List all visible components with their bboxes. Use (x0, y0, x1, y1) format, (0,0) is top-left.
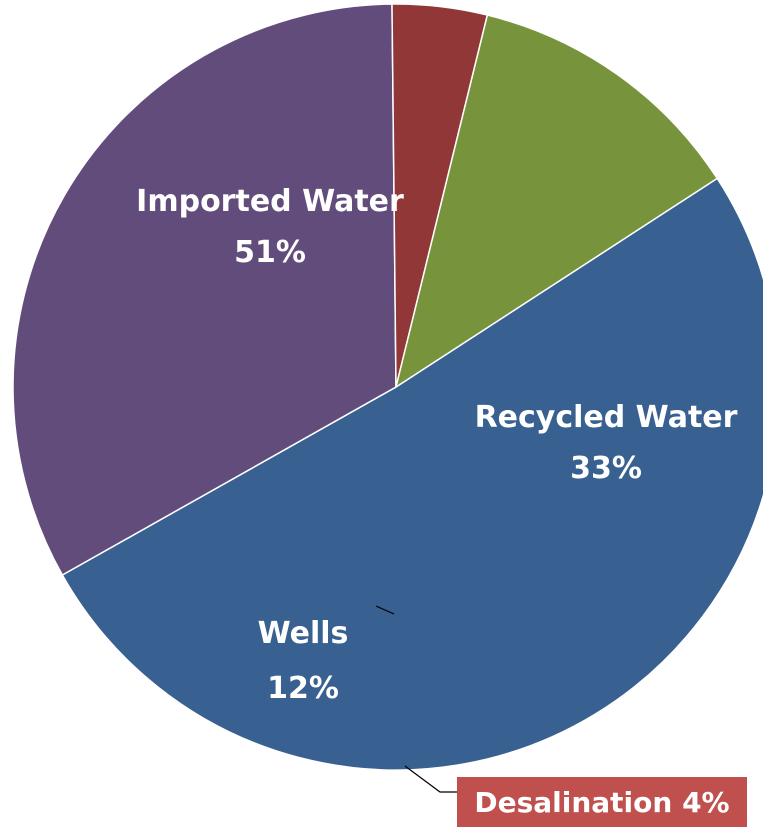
slice-wells (394, 14, 719, 389)
slice-imported-water (61, 177, 763, 771)
callout-box (457, 777, 747, 827)
label-recycled-water-name: Recycled Water (475, 400, 738, 435)
label-wells-name: Wells (258, 616, 349, 651)
desalination-callout: Desalination 4% (375, 605, 747, 827)
slice-labels: Imported Water 51% Recycled Water 33% Wells 1… (136, 184, 737, 706)
slice-recycled-water (12, 3, 397, 577)
callout-leader-line (404, 765, 457, 793)
label-imported-water-percent: 51% (234, 235, 306, 270)
label-recycled-water-percent: 33% (570, 451, 642, 486)
pie-slices (12, 3, 763, 771)
label-wells-percent: 12% (267, 671, 339, 706)
callout-tick (375, 605, 395, 615)
callout-label-desalination: Desalination 4% (474, 786, 729, 819)
label-imported-water-name: Imported Water (136, 184, 404, 219)
